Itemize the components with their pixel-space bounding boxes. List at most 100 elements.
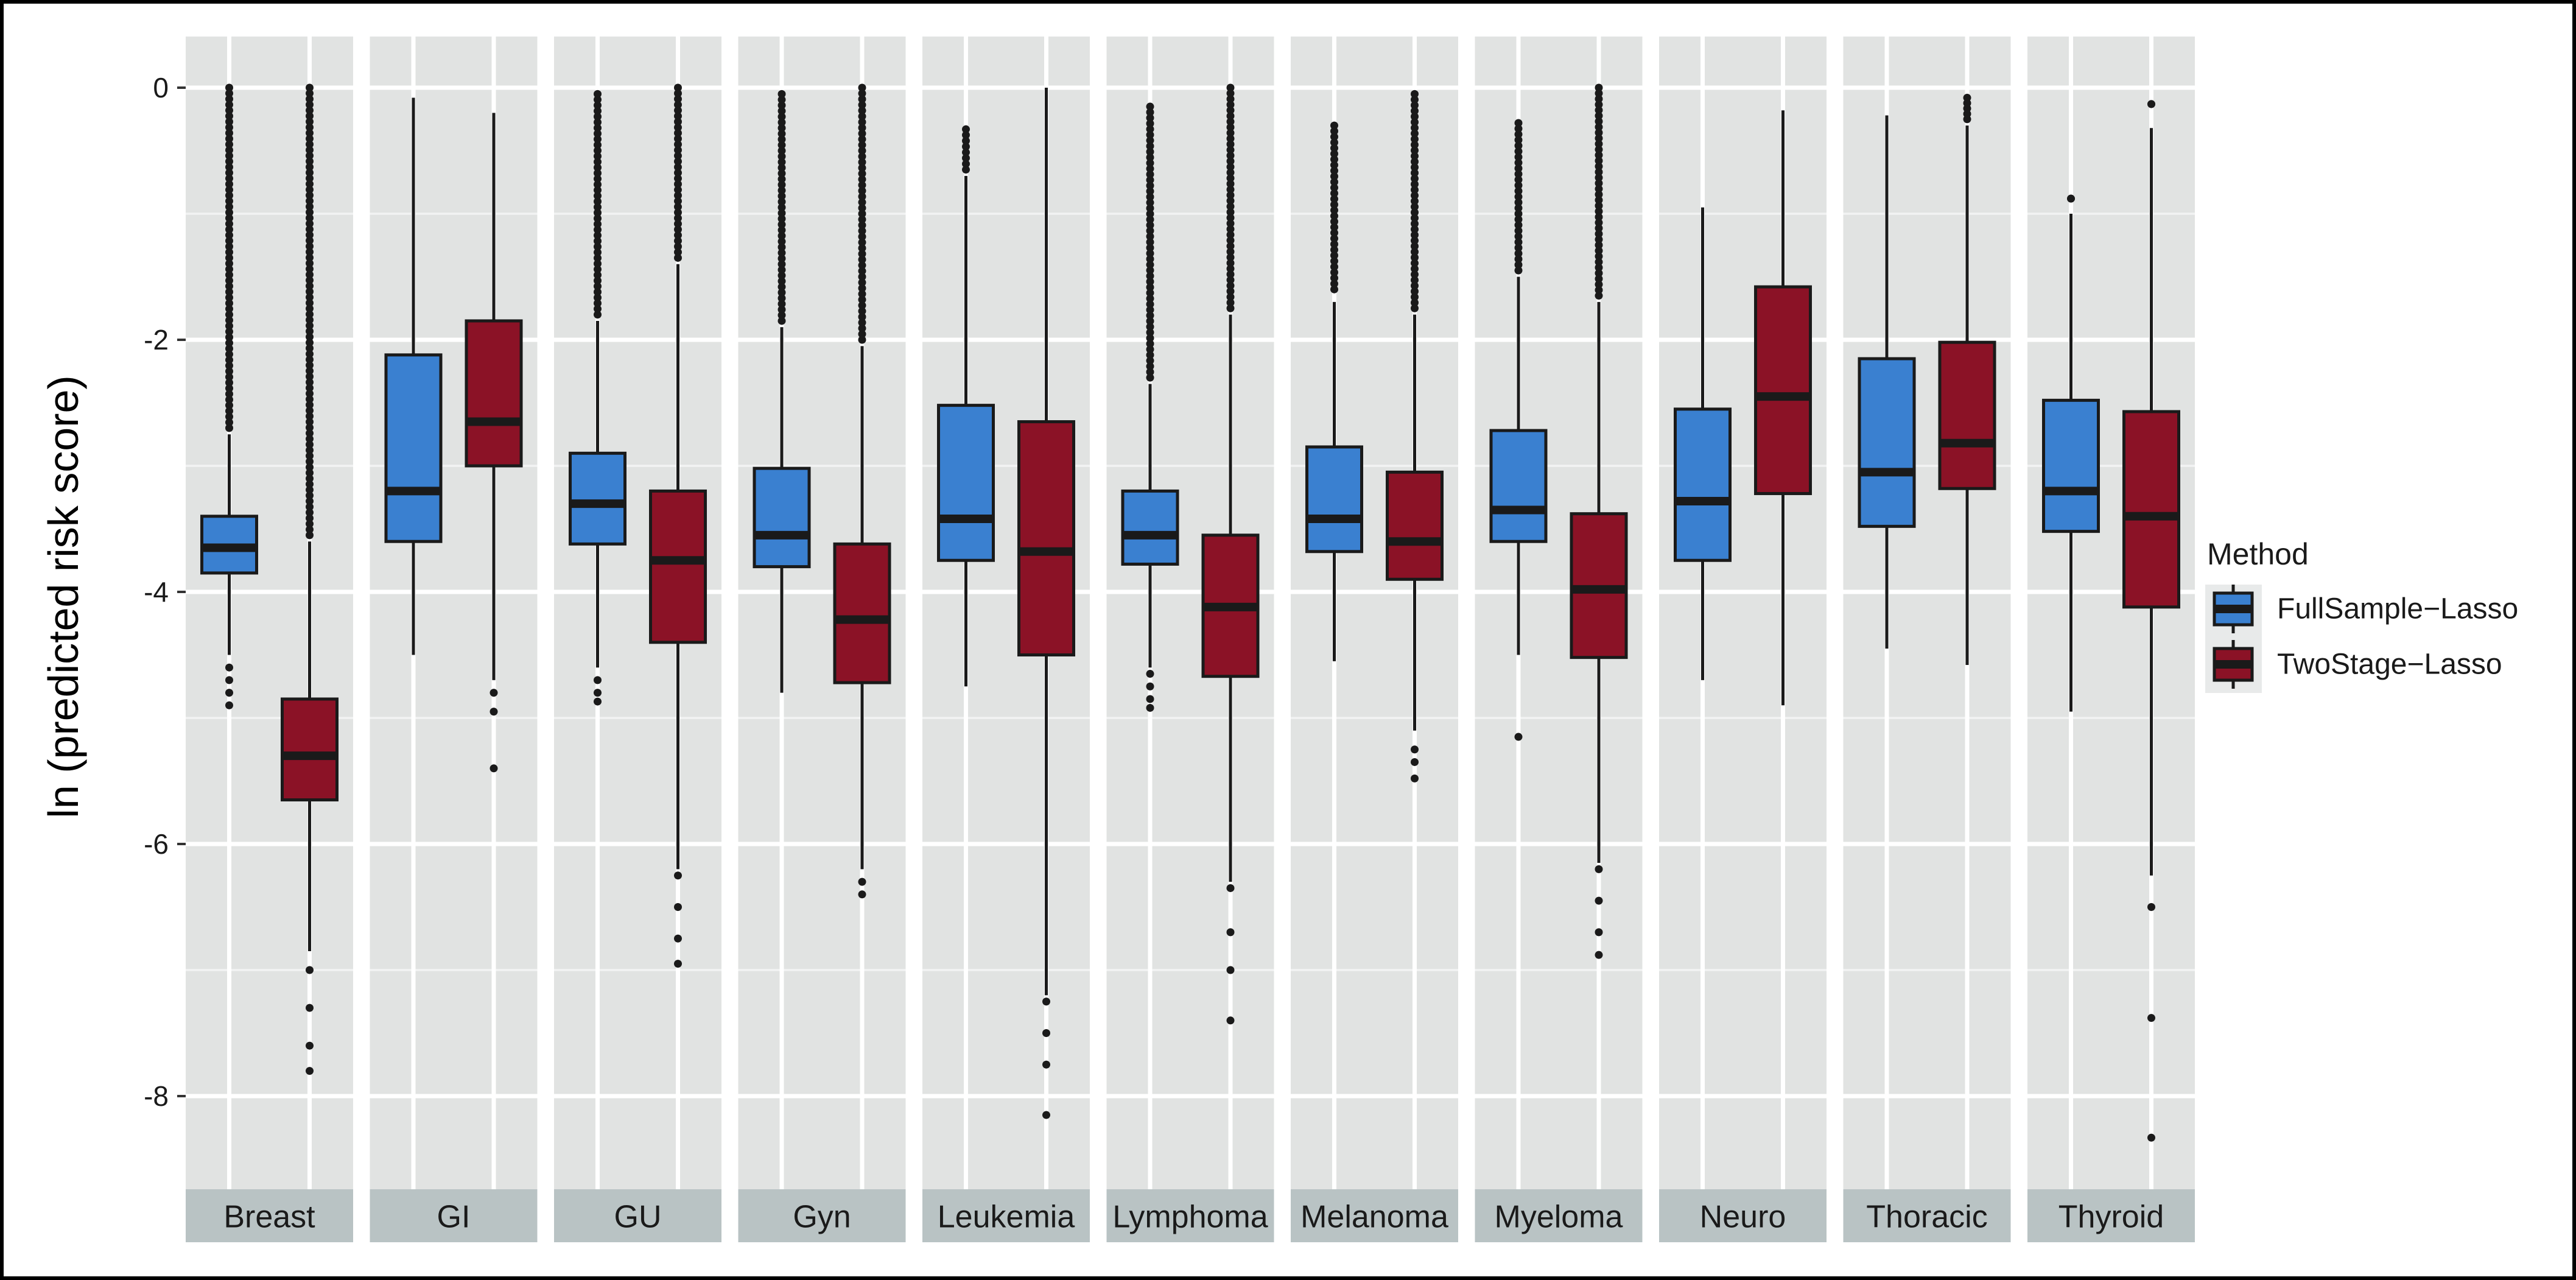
outlier-point <box>1330 285 1338 294</box>
outlier-point <box>1595 928 1603 937</box>
outlier-point <box>1330 234 1338 243</box>
outlier-point <box>1411 259 1419 267</box>
facet-strip-label: Melanoma <box>1300 1200 1448 1235</box>
outlier-point <box>1411 298 1419 307</box>
outlier-point <box>1330 195 1338 203</box>
facet-strip <box>1475 1189 1643 1242</box>
outlier-point <box>1411 174 1419 183</box>
outlier-point <box>1146 221 1154 230</box>
outlier-point <box>1042 1111 1050 1119</box>
outlier-point <box>674 129 682 138</box>
outlier-point <box>594 225 602 234</box>
outlier-point <box>1595 100 1603 109</box>
facet-strip-label: Myeloma <box>1495 1200 1623 1235</box>
outlier-point <box>225 83 233 92</box>
outlier-point <box>858 295 866 304</box>
iqr-box <box>2122 410 2180 609</box>
outlier-point <box>225 299 233 308</box>
outlier-point <box>1411 186 1419 194</box>
outlier-point <box>674 83 682 92</box>
y-tick-label: -2 <box>144 324 169 356</box>
outlier-point <box>1595 83 1603 92</box>
box-twostage <box>1754 110 1812 706</box>
outlier-point <box>1514 136 1523 144</box>
outlier-point <box>594 676 602 684</box>
outlier-point <box>1514 130 1523 139</box>
outlier-point <box>1411 146 1419 155</box>
outlier-point <box>674 135 682 143</box>
outlier-point <box>858 273 866 281</box>
facet-strip <box>922 1189 1090 1242</box>
facet-panel-lymphoma: Lymphoma <box>1106 37 1274 1242</box>
outlier-point <box>1330 127 1338 135</box>
outlier-point <box>306 231 314 239</box>
outlier-point <box>594 231 602 240</box>
outlier-point <box>1514 733 1523 741</box>
outlier-point <box>858 118 866 126</box>
outlier-point <box>225 689 233 697</box>
outlier-point <box>306 531 314 540</box>
outlier-point <box>306 435 314 443</box>
outlier-point <box>1595 207 1603 216</box>
outlier-point <box>1226 225 1235 233</box>
box-fullsample <box>1489 119 1548 741</box>
box-fullsample <box>753 90 811 693</box>
facet-strip-label: Breast <box>223 1200 315 1235</box>
outlier-point <box>1146 261 1154 269</box>
outlier-point <box>306 355 314 364</box>
outlier-point <box>225 231 233 239</box>
outlier-point <box>1226 157 1235 166</box>
outlier-point <box>306 112 314 121</box>
outlier-point <box>490 689 498 697</box>
outlier-point <box>674 203 682 211</box>
outlier-point <box>858 209 866 218</box>
outlier-point <box>1514 170 1523 178</box>
outlier-point <box>777 192 786 200</box>
box-fullsample <box>569 90 626 706</box>
facet-strip <box>1659 1189 1827 1242</box>
outlier-point <box>306 106 314 114</box>
outlier-point <box>962 131 970 139</box>
outlier-point <box>777 169 786 178</box>
outlier-point <box>1146 255 1154 263</box>
outlier-point <box>1146 108 1154 116</box>
outlier-point <box>306 140 314 149</box>
outlier-point <box>1595 139 1603 148</box>
outlier-point <box>594 186 602 194</box>
outlier-point <box>777 158 786 166</box>
iqr-box <box>1754 285 1812 496</box>
outlier-point <box>858 186 866 195</box>
outlier-point <box>777 220 786 229</box>
outlier-point <box>674 123 682 132</box>
outlier-point <box>1330 166 1338 175</box>
outlier-point <box>225 225 233 234</box>
outlier-point <box>225 259 233 268</box>
outlier-point <box>858 129 866 138</box>
outlier-point <box>225 106 233 114</box>
box-twostage <box>1017 88 1075 1119</box>
outlier-point <box>306 966 314 974</box>
outlier-point <box>777 113 786 121</box>
outlier-point <box>225 663 233 672</box>
outlier-point <box>777 214 786 223</box>
outlier-point <box>594 697 602 706</box>
outlier-point <box>1411 129 1419 138</box>
iqr-box <box>569 451 626 546</box>
facet-strip-label: GI <box>437 1200 471 1235</box>
outlier-point <box>1146 283 1154 292</box>
outlier-point <box>1146 356 1154 365</box>
outlier-point <box>306 208 314 217</box>
outlier-point <box>1146 114 1154 122</box>
outlier-point <box>225 118 233 126</box>
facet-strip <box>2027 1189 2195 1242</box>
outlier-point <box>2147 1133 2155 1142</box>
facet-panel-thoracic: Thoracic <box>1843 37 2011 1242</box>
outlier-point <box>674 903 682 911</box>
outlier-point <box>225 140 233 149</box>
outlier-point <box>1226 180 1235 188</box>
outlier-point <box>306 157 314 166</box>
outlier-point <box>674 140 682 149</box>
y-axis: 0 -2 -4 -6 -8 <box>144 72 186 1112</box>
outlier-point <box>1411 124 1419 132</box>
outlier-point <box>1330 212 1338 220</box>
